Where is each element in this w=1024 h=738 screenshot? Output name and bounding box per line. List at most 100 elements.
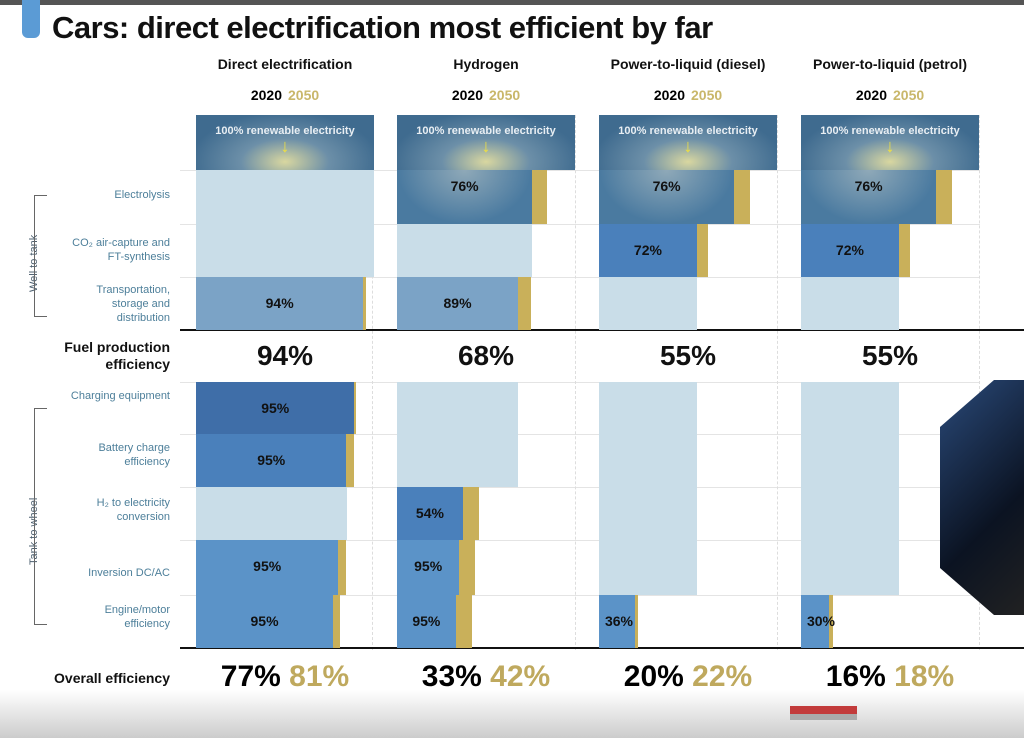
bracket xyxy=(34,408,47,625)
grid-line xyxy=(180,595,980,596)
source-label: 100% renewable electricity xyxy=(215,125,355,137)
row-label: Engine/motor efficiency xyxy=(104,604,170,630)
column-header: Hydrogen xyxy=(453,56,519,72)
bar-label: 95% xyxy=(253,558,282,574)
bar-label: 54% xyxy=(415,505,444,521)
bar-2020 xyxy=(599,487,697,540)
bar-2020 xyxy=(801,540,899,595)
grid-line xyxy=(180,382,980,383)
bar-2020 xyxy=(196,170,374,224)
renewable-source-box: 100% renewable electricity ↓ xyxy=(196,115,374,170)
bar-2020 xyxy=(801,595,830,648)
legend-2020: 2020 xyxy=(855,87,887,103)
bar-label: 72% xyxy=(835,242,864,258)
legend-2020: 2020 xyxy=(653,87,685,103)
slide-title: Cars: direct electrification most effici… xyxy=(52,10,713,45)
bar-label: 95% xyxy=(250,613,279,629)
bar-2020 xyxy=(397,595,456,648)
bar-2020 xyxy=(397,487,463,540)
bar-label: 76% xyxy=(652,178,681,194)
overall-efficiency: 16% 18% xyxy=(790,660,990,694)
overall-efficiency: 20% 22% xyxy=(588,660,788,694)
arrow-down-icon: ↓ xyxy=(280,136,290,156)
grid-dash xyxy=(372,115,373,650)
overall-2020: 33% xyxy=(421,660,482,693)
bar-2020 xyxy=(397,540,460,595)
bar-2020 xyxy=(599,434,697,487)
bar-2020 xyxy=(397,224,533,277)
bar-2020 xyxy=(801,434,899,487)
bar-2020 xyxy=(397,382,519,434)
source-label: 100% renewable electricity xyxy=(820,125,960,137)
overall-efficiency: 77% 81% xyxy=(185,660,385,694)
overall-2050: 18% xyxy=(894,660,955,693)
bar-label: 76% xyxy=(450,178,479,194)
bar-2020 xyxy=(196,540,339,595)
row-label: H₂ to electricity conversion xyxy=(96,497,170,523)
bar-2020 xyxy=(801,170,937,224)
grid-dash xyxy=(979,115,980,650)
legend-2050: 2050 xyxy=(893,87,925,103)
source-label: 100% renewable electricity xyxy=(416,125,556,137)
bottom-fade xyxy=(0,690,1024,738)
renewable-source-box: 100% renewable electricity ↓ xyxy=(599,115,777,170)
overall-2050: 42% xyxy=(490,660,551,693)
renewable-source-box: 100% renewable electricity ↓ xyxy=(397,115,575,170)
bar-label: 95% xyxy=(412,613,441,629)
grid-line xyxy=(180,170,980,171)
section-divider xyxy=(180,329,1024,331)
bar-label: 95% xyxy=(261,400,290,416)
bracket xyxy=(34,195,47,317)
year-legend: 2020 2050 xyxy=(185,87,385,103)
bar-2020 xyxy=(599,595,635,648)
column-header: Power-to-liquid (petrol) xyxy=(813,56,967,72)
row-label: Electrolysis xyxy=(114,189,170,201)
overall-efficiency: 33% 42% xyxy=(386,660,586,694)
grid-dash xyxy=(575,115,576,650)
grid-line xyxy=(180,224,980,225)
fuel-production-label: Fuel production efficiency xyxy=(64,339,170,372)
row-label: Inversion DC/AC xyxy=(88,567,170,579)
bar-2020 xyxy=(801,487,899,540)
bar-label: 76% xyxy=(854,178,883,194)
progress-track xyxy=(790,714,857,720)
row-label: Charging equipment xyxy=(70,390,170,402)
bar-2020 xyxy=(196,382,355,434)
legend-2050: 2050 xyxy=(489,87,521,103)
arrow-down-icon: ↓ xyxy=(481,136,491,156)
overall-2020: 16% xyxy=(825,660,886,693)
year-legend: 2020 2050 xyxy=(386,87,586,103)
grid-line xyxy=(180,487,980,488)
year-legend: 2020 2050 xyxy=(588,87,788,103)
section-divider xyxy=(180,647,1024,649)
overall-2020: 77% xyxy=(220,660,281,693)
bar-2020 xyxy=(599,382,697,434)
overall-2050: 81% xyxy=(289,660,350,693)
bar-2020 xyxy=(397,170,533,224)
video-top-bar xyxy=(0,0,1024,5)
row-label: CO₂ air-capture and FT-synthesis xyxy=(72,237,170,263)
arrow-down-icon: ↓ xyxy=(683,136,693,156)
bar-2020 xyxy=(599,224,697,277)
bar-label: 72% xyxy=(633,242,662,258)
legend-2050: 2050 xyxy=(691,87,723,103)
fuel-efficiency-value: 94% xyxy=(256,340,314,371)
renewable-source-box: 100% renewable electricity ↓ xyxy=(801,115,979,170)
year-legend: 2020 2050 xyxy=(790,87,990,103)
bar-2020 xyxy=(196,487,348,540)
webcam-overlay xyxy=(940,380,1024,615)
bar-2020 xyxy=(196,224,374,277)
overall-2020: 20% xyxy=(623,660,684,693)
column-header: Power-to-liquid (diesel) xyxy=(610,56,766,72)
legend-2020: 2020 xyxy=(250,87,282,103)
fuel-efficiency-value: 55% xyxy=(861,340,919,371)
bar-2020 xyxy=(397,277,519,330)
bar-2020 xyxy=(801,224,899,277)
bar-2020 xyxy=(196,434,347,487)
title-accent xyxy=(22,0,40,38)
bar-2020 xyxy=(599,277,697,330)
bar-2020 xyxy=(397,434,519,487)
overall-2050: 22% xyxy=(692,660,753,693)
bar-label: 95% xyxy=(414,558,443,574)
bar-label: 94% xyxy=(265,295,294,311)
